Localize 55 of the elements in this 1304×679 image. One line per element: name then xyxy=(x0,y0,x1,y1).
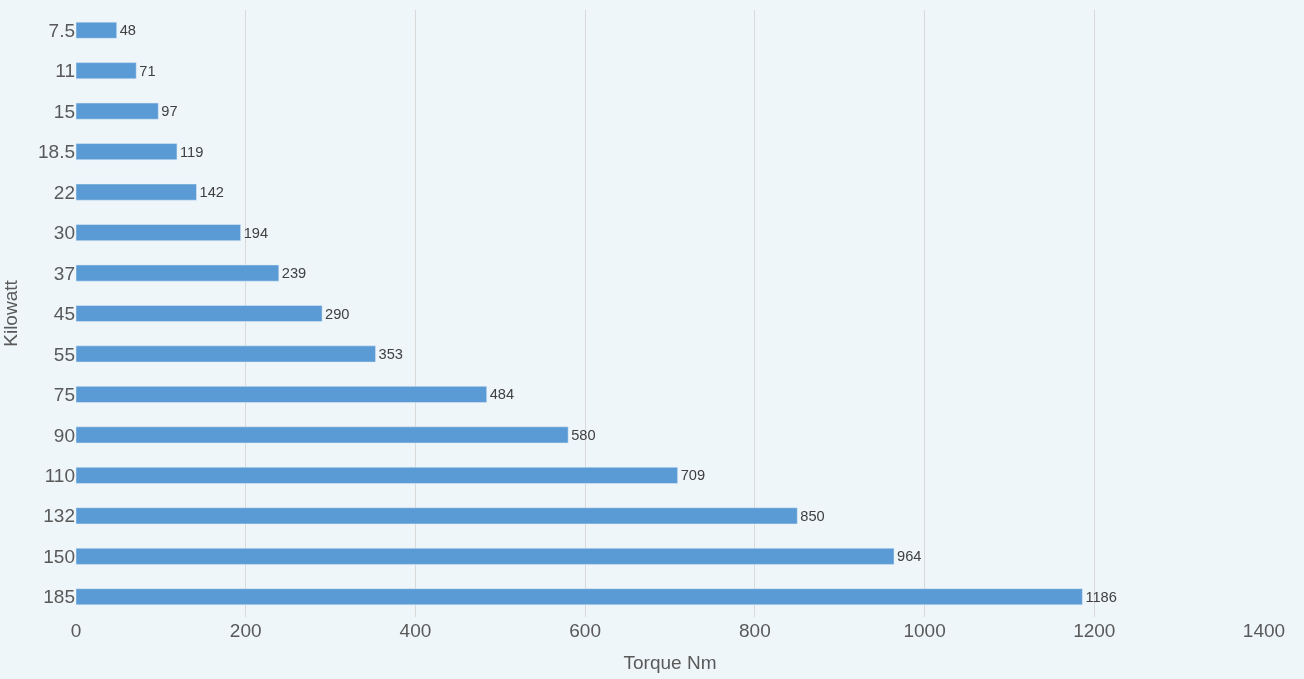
bar xyxy=(76,305,323,322)
y-tick-label: 132 xyxy=(43,505,75,527)
data-label: 48 xyxy=(119,22,137,39)
data-label: 484 xyxy=(489,386,515,403)
y-tick-label: 185 xyxy=(43,586,75,608)
bar xyxy=(76,183,197,201)
bar xyxy=(76,21,117,39)
x-tick-label: 800 xyxy=(739,620,771,641)
x-axis-title: Torque Nm xyxy=(623,651,717,673)
y-tick-label: 110 xyxy=(44,465,75,487)
y-tick-label: 150 xyxy=(43,545,75,567)
data-label: 97 xyxy=(161,103,178,120)
y-tick-label: 45 xyxy=(53,303,75,325)
x-tick-label: 600 xyxy=(569,620,601,641)
y-tick-label: 37 xyxy=(53,262,75,284)
data-label: 964 xyxy=(897,548,922,565)
y-axis-title: Kilowatt xyxy=(0,279,21,347)
y-tick-label: 18.5 xyxy=(38,141,75,163)
bar xyxy=(76,547,895,565)
y-tick-label: 90 xyxy=(53,424,75,446)
y-tick-label: 7.5 xyxy=(48,19,75,41)
bar xyxy=(76,345,376,363)
data-label: 142 xyxy=(199,184,224,201)
bar xyxy=(76,102,159,120)
bar xyxy=(76,62,137,80)
y-tick-label: 15 xyxy=(53,100,75,122)
data-label: 850 xyxy=(800,507,825,524)
x-tick-label: 1000 xyxy=(903,620,946,641)
data-label: 290 xyxy=(325,305,350,322)
bar xyxy=(76,467,678,484)
bar xyxy=(76,264,280,282)
data-label: 353 xyxy=(378,345,403,362)
y-tick-label: 75 xyxy=(53,384,75,406)
bar xyxy=(76,143,178,160)
x-tick-label: 1200 xyxy=(1073,620,1116,641)
y-tick-label: 11 xyxy=(55,60,75,82)
data-label: 580 xyxy=(571,426,596,443)
data-label: 709 xyxy=(680,467,706,484)
data-label: 194 xyxy=(243,224,269,241)
data-label: 239 xyxy=(281,265,307,282)
x-tick-label: 400 xyxy=(399,620,432,641)
x-tick-label: 200 xyxy=(229,620,262,641)
bar xyxy=(76,224,241,241)
bar xyxy=(76,426,569,444)
data-label: 119 xyxy=(179,143,204,160)
bar xyxy=(76,386,487,403)
x-tick-label: 0 xyxy=(70,620,82,641)
x-tick-label: 1400 xyxy=(1242,620,1286,641)
y-tick-label: 55 xyxy=(53,343,75,365)
y-tick-label: 30 xyxy=(53,222,75,244)
bar xyxy=(76,507,798,525)
bar xyxy=(76,588,1083,606)
data-label: 71 xyxy=(139,62,156,79)
data-label: 1186 xyxy=(1085,588,1117,605)
y-tick-label: 22 xyxy=(53,181,75,203)
